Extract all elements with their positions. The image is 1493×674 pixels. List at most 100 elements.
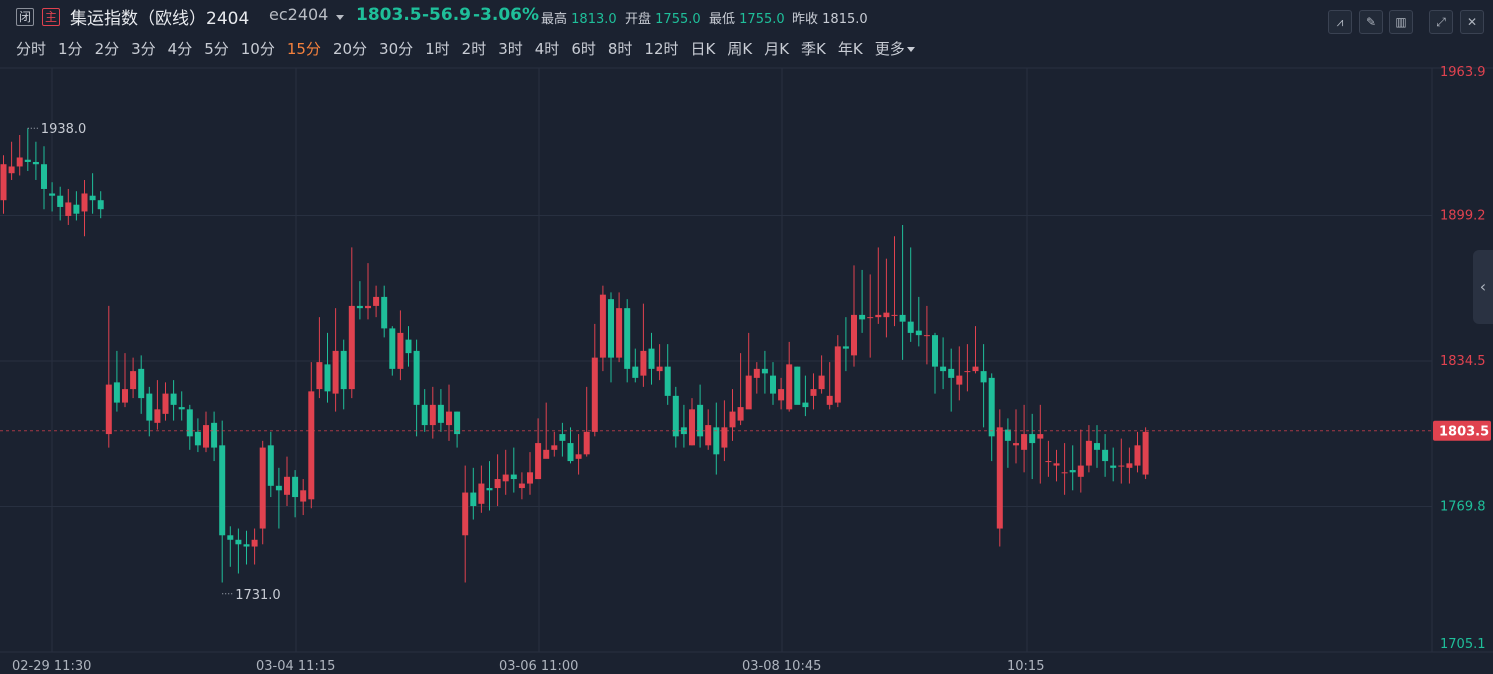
period-20[interactable]: 季K [801,38,826,59]
candle-body [964,371,971,373]
candle-body [478,483,485,504]
candle-body [0,164,7,201]
close-icon[interactable]: ✕ [1460,10,1484,34]
quote-header: 闭 主 集运指数（欧线）2404 ec2404 1803.5 -56.9 -3.… [0,0,1493,34]
period-label: 4分 [167,40,193,58]
candle-body [883,312,890,318]
period-9[interactable]: 30分 [379,38,413,59]
y-tick-label: 1834.5 [1440,354,1486,369]
fullscreen-icon[interactable]: ⤢ [1429,10,1453,34]
candle-body [834,346,841,403]
candle-body [648,348,655,369]
candle-body [340,350,347,390]
y-tick-label: 1963.9 [1440,65,1486,80]
candle-body [130,371,137,390]
candle-body [332,350,339,394]
candle-body [680,427,687,435]
period-5[interactable]: 5分 [204,38,229,59]
candle-body [1037,434,1044,439]
period-14[interactable]: 6时 [571,38,596,59]
candle-body [713,427,720,455]
period-label: 季K [801,40,826,58]
extreme-label: 1731.0 [235,588,281,603]
period-6[interactable]: 10分 [241,38,275,59]
period-4[interactable]: 4分 [168,38,193,59]
period-19[interactable]: 月K [764,38,789,59]
candle-body [608,299,614,358]
x-tick-label: 10:15 [1007,659,1044,674]
candle-body [770,375,776,394]
period-12[interactable]: 3时 [498,38,523,59]
period-16[interactable]: 12时 [644,38,678,59]
period-17[interactable]: 日K [691,38,716,59]
candle-body [57,195,64,207]
period-0[interactable]: 分时 [16,38,46,59]
candle-body [308,391,315,500]
period-7[interactable]: 15分 [287,38,321,59]
candle-body [721,427,728,448]
candle-body [373,296,380,306]
stat-value: 1813.0 [571,12,617,27]
period-label: 3分 [131,40,156,58]
period-label: 更多 [874,40,905,58]
candle-body [235,539,242,545]
indicator-icon[interactable]: ⩘ [1328,10,1352,34]
period-13[interactable]: 4时 [535,38,560,59]
chevron-down-icon[interactable] [336,15,344,20]
candle-body [510,474,517,480]
candle-body [1061,472,1068,474]
candle-body [567,443,574,462]
period-label: 20分 [332,40,368,58]
stat-value: 1815.0 [822,12,868,27]
period-2[interactable]: 2分 [95,38,120,59]
period-22[interactable]: 更多 [875,38,915,59]
period-label: 12时 [644,40,679,58]
candle-body [1126,463,1133,468]
candle-body [446,411,452,426]
period-label: 6时 [571,40,596,58]
candle-body [259,447,266,529]
candle-body [907,321,914,333]
main-contract-tag: 主 [42,8,60,26]
stat-label: 最高 [541,12,568,27]
candle-body [381,296,388,329]
candle-body [656,366,663,372]
period-15[interactable]: 8时 [608,38,633,59]
stat-high: 最高 1813.0 [541,8,617,27]
candle-body [527,472,533,484]
candle-style-icon[interactable]: ▥ [1389,10,1413,34]
instrument-code[interactable]: ec2404 [269,5,329,24]
candle-body [502,474,509,482]
draw-icon[interactable]: ✎ [1359,10,1383,34]
period-11[interactable]: 2时 [462,38,487,59]
candle-body [421,404,428,426]
candle-body [1013,443,1019,446]
candle-body [89,195,96,201]
side-panel-toggle[interactable]: ‹ [1473,250,1493,324]
price-change: -56.9 [422,5,471,25]
period-10[interactable]: 1时 [425,38,450,59]
candle-body [486,488,493,491]
candle-body [640,350,647,376]
period-1[interactable]: 1分 [58,38,83,59]
period-label: 30分 [379,40,414,58]
candle-body [940,366,947,372]
period-18[interactable]: 周K [727,38,752,59]
candle-body [1134,445,1141,466]
period-8[interactable]: 20分 [333,38,367,59]
candle-body [559,434,566,441]
candle-body [1029,434,1036,444]
candle-body [632,366,639,378]
period-21[interactable]: 年K [838,38,863,59]
candle-body [324,364,331,392]
candle-body [211,422,218,448]
candle-body [219,445,226,536]
candle-body [851,314,857,356]
candle-body [761,368,768,374]
candle-body [705,425,712,446]
candle-body [194,431,201,446]
period-label: 2分 [94,40,120,58]
candle-body [462,492,469,536]
period-3[interactable]: 3分 [131,38,156,59]
